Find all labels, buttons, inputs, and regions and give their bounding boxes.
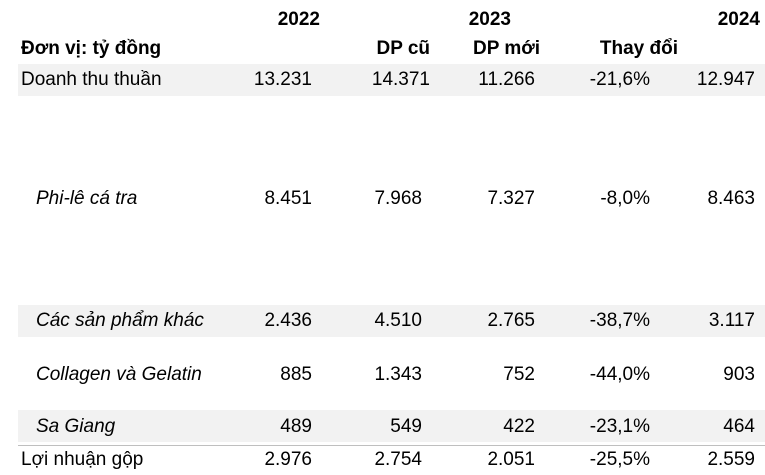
cell-2024: 903 — [723, 364, 755, 385]
header-year-2024: 2024 — [717, 9, 760, 30]
row-band-sa-giang — [18, 410, 765, 442]
cell-thay-doi: -8,0% — [600, 188, 650, 209]
cell-dp-cu: 4.510 — [374, 310, 422, 331]
row-label: Các sản phẩm khác — [36, 310, 204, 331]
row-divider — [18, 445, 765, 446]
cell-thay-doi: -25,5% — [589, 449, 650, 470]
header-thay-doi: Thay đổi — [599, 38, 678, 59]
row-label: Doanh thu thuần — [21, 69, 162, 90]
header-year-2023: 2023 — [468, 9, 511, 30]
cell-2024: 464 — [723, 416, 755, 437]
cell-dp-moi: 7.327 — [487, 188, 535, 209]
cell-2022: 8.451 — [264, 188, 312, 209]
cell-2022: 13.231 — [253, 69, 312, 90]
cell-thay-doi: -38,7% — [589, 310, 650, 331]
cell-dp-moi: 422 — [503, 416, 535, 437]
cell-2024: 3.117 — [708, 310, 755, 331]
cell-2024: 12.947 — [696, 69, 755, 90]
header-year-2022: 2022 — [277, 9, 320, 30]
cell-2022: 2.976 — [264, 449, 312, 470]
cell-dp-cu: 2.754 — [374, 449, 422, 470]
cell-2024: 2.559 — [707, 449, 755, 470]
cell-dp-moi: 752 — [503, 364, 535, 385]
row-label: Collagen và Gelatin — [36, 364, 202, 385]
unit-label: Đơn vị: tỷ đồng — [21, 38, 162, 59]
cell-thay-doi: -23,1% — [589, 416, 650, 437]
cell-dp-cu: 14.371 — [371, 69, 430, 90]
cell-2024: 8.463 — [707, 188, 755, 209]
row-label: Sa Giang — [36, 416, 116, 437]
cell-dp-moi: 11.266 — [478, 69, 535, 90]
cell-dp-cu: 549 — [390, 416, 422, 437]
row-band-other-products — [18, 305, 765, 337]
cell-dp-moi: 2.765 — [487, 310, 535, 331]
cell-dp-moi: 2.051 — [487, 449, 535, 470]
cell-dp-cu: 7.968 — [374, 188, 422, 209]
row-label: Lợi nhuận gộp — [21, 449, 144, 470]
row-label: Phi-lê cá tra — [36, 188, 138, 209]
cell-thay-doi: -44,0% — [589, 364, 650, 385]
cell-thay-doi: -21,6% — [589, 69, 650, 90]
cell-2022: 885 — [280, 364, 312, 385]
header-dp-moi: DP mới — [472, 38, 540, 59]
header-dp-cu: DP cũ — [376, 38, 430, 59]
cell-2022: 2.436 — [264, 310, 312, 331]
cell-2022: 489 — [280, 416, 312, 437]
row-band-revenue — [18, 64, 765, 96]
cell-dp-cu: 1.343 — [374, 364, 422, 385]
